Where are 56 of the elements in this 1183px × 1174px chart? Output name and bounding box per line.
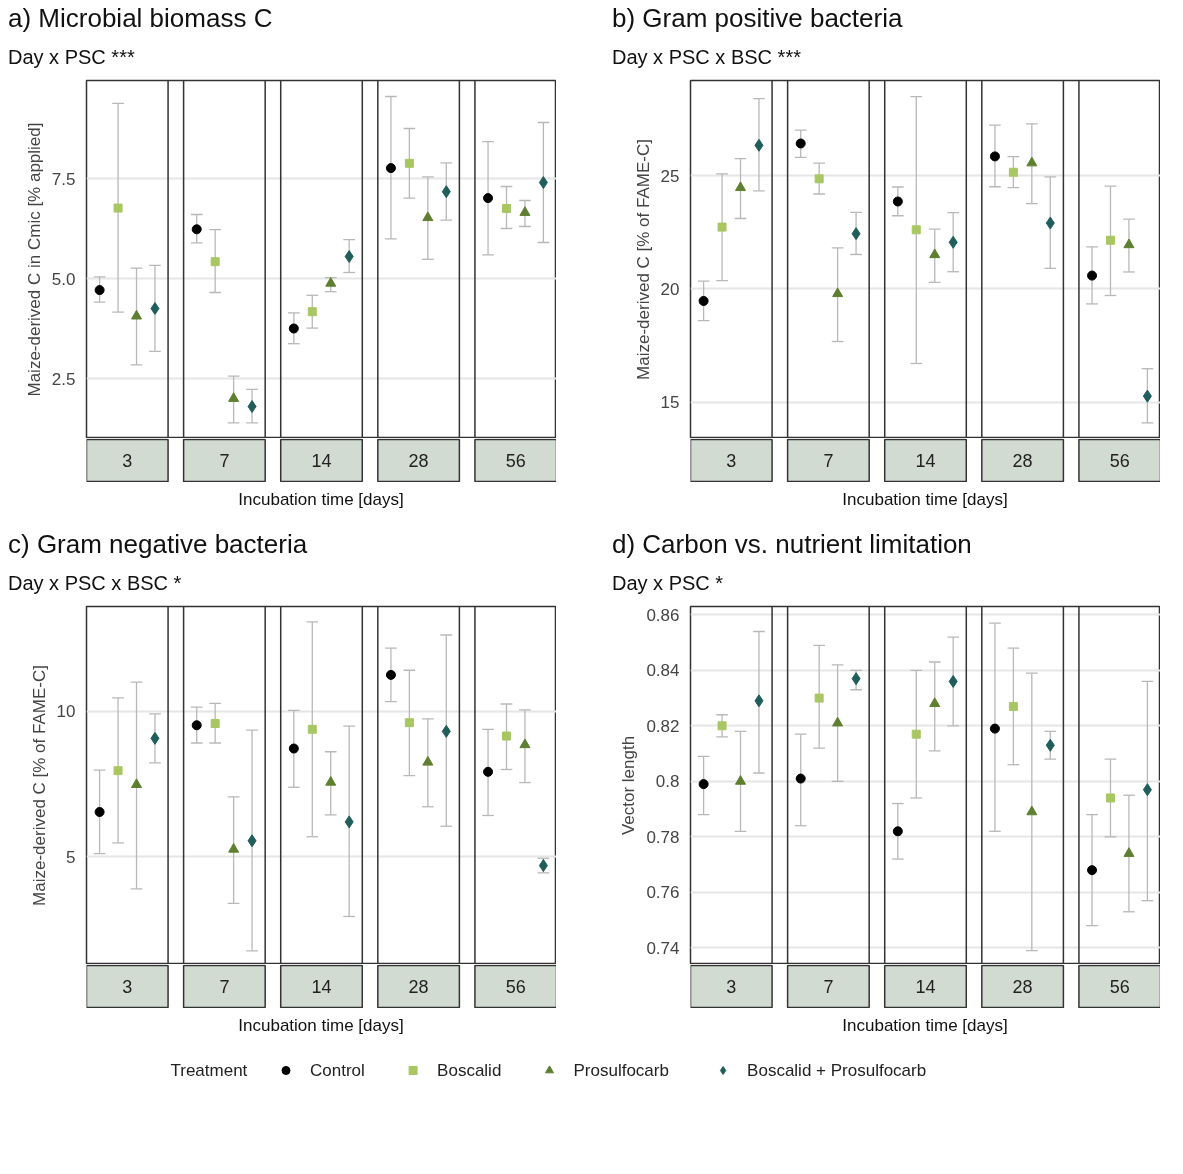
chart-subtitle: Day x PSC x BSC * (8, 571, 182, 597)
y-tick-label: 0.86 (646, 605, 680, 625)
chart-title: c) Gram negative bacteria (8, 528, 308, 561)
y-tick-label: 5 (66, 847, 76, 867)
x-axis-title: Incubation time [days] (842, 488, 1008, 511)
y-axis-title: Vector length (619, 735, 639, 835)
y-tick-label: 0.82 (646, 716, 680, 736)
x-tick-label: 56 (505, 976, 526, 997)
y-tick-label: 0.78 (646, 827, 680, 847)
legend-label: Boscalid + Prosulfocarb (747, 1060, 927, 1080)
chart-subtitle: Day x PSC * (612, 571, 724, 597)
x-tick-label: 56 (1109, 450, 1130, 471)
y-tick-label: 0.8 (655, 772, 680, 792)
y-tick-label: 0.74 (646, 938, 680, 958)
x-tick-label: 14 (915, 450, 936, 471)
y-tick-label: 5.0 (51, 269, 76, 289)
x-tick-label: 7 (823, 976, 834, 997)
x-tick-label: 3 (726, 976, 737, 997)
x-tick-label: 56 (505, 450, 526, 471)
x-tick-label: 14 (311, 450, 332, 471)
x-tick-label: 28 (408, 450, 429, 471)
x-tick-label: 28 (408, 976, 429, 997)
legend-title: Treatment (170, 1060, 248, 1080)
x-axis-title: Incubation time [days] (842, 1014, 1008, 1037)
x-axis-title: Incubation time [days] (238, 1014, 404, 1037)
x-tick-label: 3 (122, 450, 133, 471)
y-tick-label: 7.5 (51, 169, 76, 189)
x-tick-label: 7 (219, 976, 230, 997)
x-axis-title: Incubation time [days] (238, 488, 404, 511)
x-tick-label: 7 (219, 450, 230, 471)
legend-label: Control (310, 1060, 365, 1080)
y-axis-title: Maize-derived C [% of FAME-C] (633, 138, 653, 380)
y-tick-label: 25 (660, 166, 680, 186)
y-tick-label: 15 (660, 392, 680, 412)
legend-label: Boscalid (437, 1060, 502, 1080)
x-tick-label: 14 (311, 976, 332, 997)
y-tick-label: 0.76 (646, 883, 680, 903)
chart-subtitle: Day x PSC x BSC *** (612, 45, 801, 71)
legend-label: Prosulfocarb (573, 1060, 669, 1080)
y-tick-label: 20 (660, 279, 680, 299)
x-tick-label: 56 (1109, 976, 1130, 997)
y-tick-label: 0.84 (646, 661, 680, 681)
x-tick-label: 7 (823, 450, 834, 471)
y-tick-label: 2.5 (51, 369, 76, 389)
x-tick-label: 14 (915, 976, 936, 997)
chart-title: d) Carbon vs. nutrient limitation (612, 528, 972, 561)
x-tick-label: 3 (726, 450, 737, 471)
y-axis-title: Maize-derived C in Cmic [% applied] (24, 122, 44, 397)
x-tick-label: 28 (1012, 976, 1033, 997)
chart-subtitle: Day x PSC *** (8, 45, 135, 71)
y-axis-title: Maize-derived C [% of FAME-C] (29, 664, 49, 906)
x-tick-label: 3 (122, 976, 133, 997)
y-tick-label: 10 (56, 701, 76, 721)
chart-title: a) Microbial biomass C (8, 2, 273, 35)
chart-title: b) Gram positive bacteria (612, 2, 903, 35)
x-tick-label: 28 (1012, 450, 1033, 471)
